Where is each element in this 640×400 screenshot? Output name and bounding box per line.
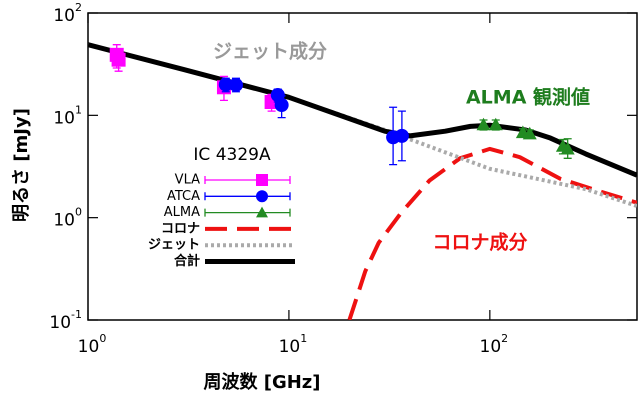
marker [218, 77, 233, 92]
tick-base: 10 [279, 337, 301, 357]
plot-frame [87, 12, 638, 321]
legend-label: 合計 [174, 253, 200, 269]
legend-label: ATCA [167, 189, 200, 204]
tick-base: 10 [480, 337, 502, 357]
tick-exponent: 2 [501, 332, 508, 345]
marker [256, 190, 268, 203]
tick-base: 10 [49, 313, 71, 333]
marker [274, 98, 289, 113]
tick-exponent: 0 [75, 206, 82, 219]
tick-exponent: -1 [71, 308, 82, 321]
annotation: ジェット成分 [213, 40, 327, 63]
tick-base: 10 [78, 337, 100, 357]
model-curve [88, 42, 637, 178]
tick-exponent: 1 [75, 103, 82, 116]
model-curve [347, 146, 637, 320]
tick-label: 101 [53, 103, 82, 128]
tick-label: 101 [279, 332, 308, 357]
marker [560, 141, 575, 155]
marker [476, 117, 491, 131]
legend-title: IC 4329A [193, 145, 271, 165]
marker [228, 77, 243, 92]
marker [394, 128, 409, 143]
marker [522, 126, 537, 140]
tick-base: 10 [53, 6, 75, 26]
tick-label: 102 [480, 332, 509, 357]
legend-label: ジェット [148, 238, 200, 253]
tick-base: 10 [53, 211, 75, 231]
tick-label: 100 [78, 332, 107, 357]
tick-label: 100 [53, 206, 82, 231]
legend-sample [204, 176, 291, 184]
legend-sample [204, 208, 291, 217]
tick-base: 10 [53, 108, 75, 128]
annotation: ALMA 観測値 [466, 86, 590, 109]
tick-label: 102 [53, 1, 82, 26]
y-axis-label: 明るさ [mJy] [11, 108, 32, 222]
tick-label: 10-1 [49, 308, 82, 333]
legend-label: VLA [175, 173, 200, 188]
annotation: コロナ成分 [432, 231, 527, 254]
tick-exponent: 2 [75, 1, 82, 14]
marker [111, 52, 126, 67]
legend-sample [204, 192, 291, 201]
legend-label: コロナ [161, 221, 200, 236]
marker [488, 117, 503, 131]
marker [256, 206, 268, 218]
tick-exponent: 1 [300, 332, 307, 345]
tick-exponent: 0 [99, 332, 106, 345]
marker [256, 174, 268, 186]
x-axis-label: 周波数 [GHz] [203, 371, 320, 393]
legend-label: ALMA [164, 205, 200, 220]
